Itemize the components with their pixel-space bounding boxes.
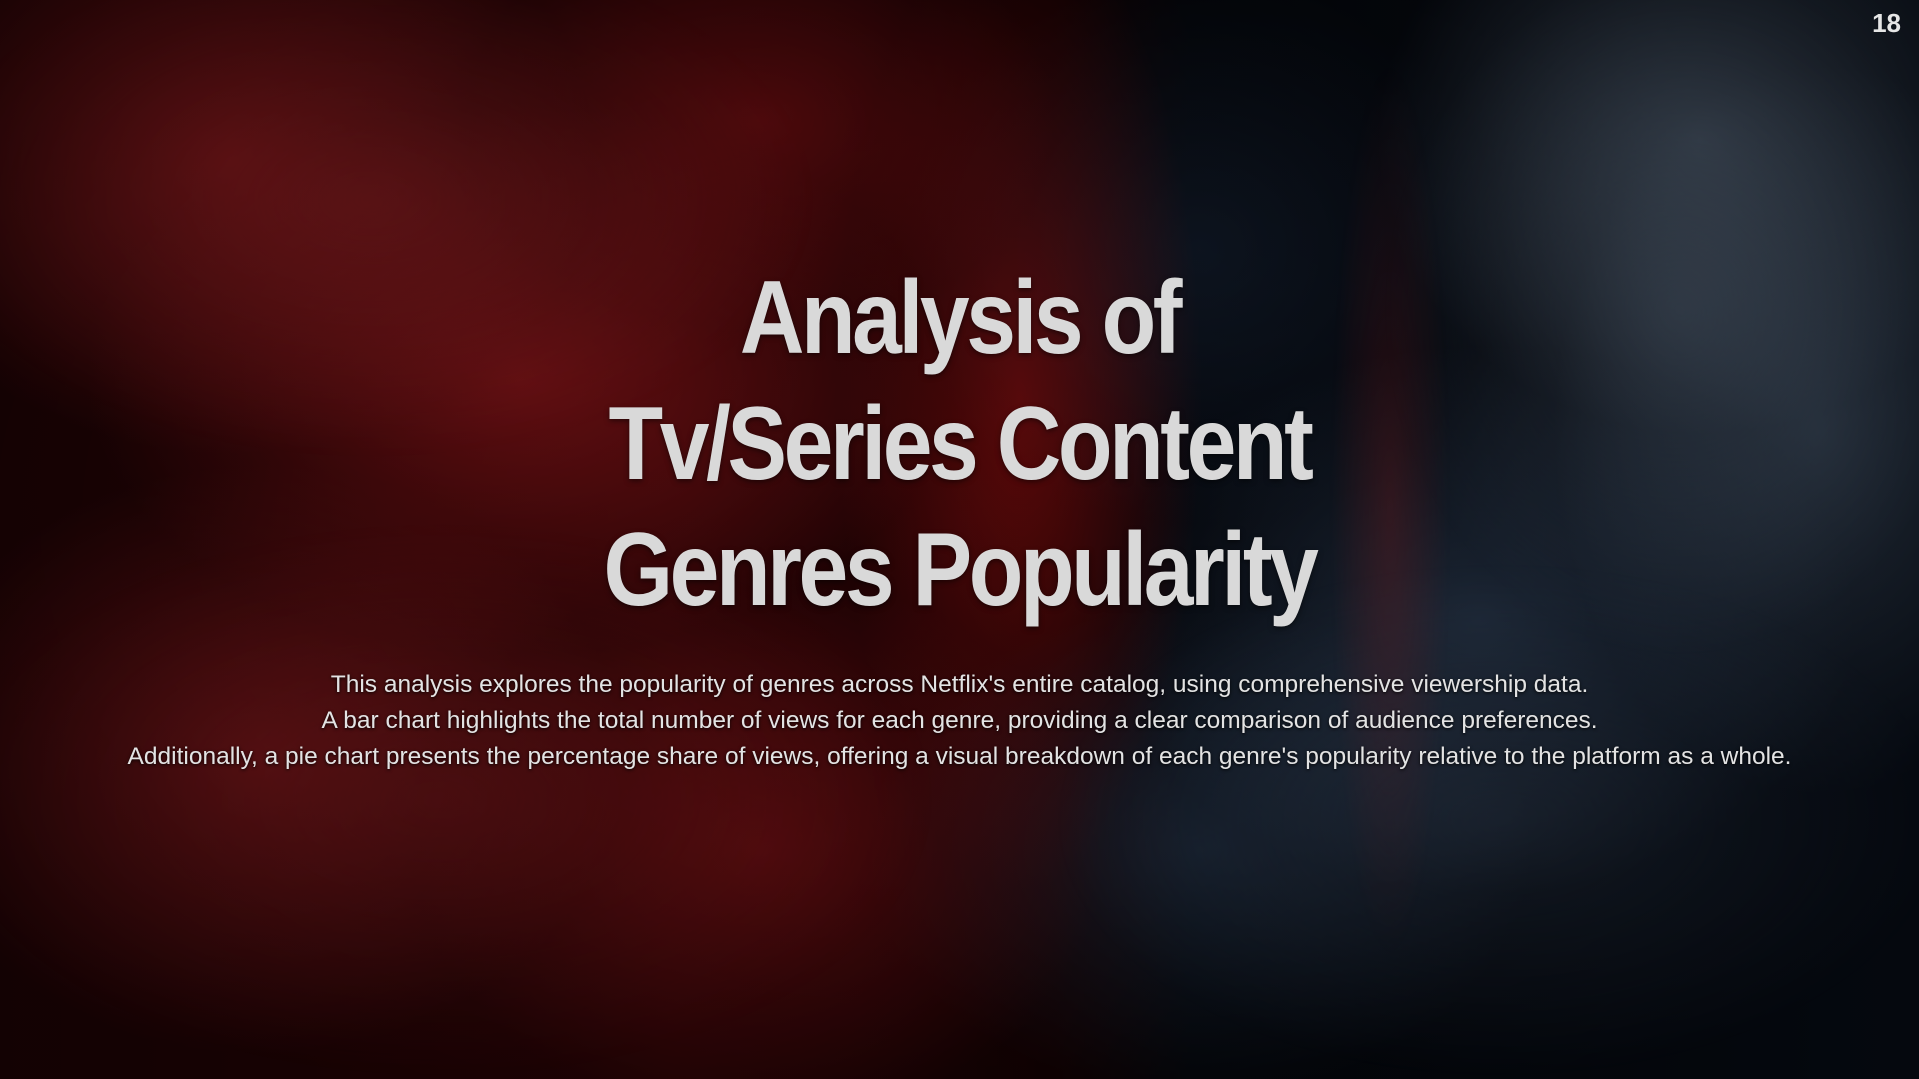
page-number: 18	[1872, 8, 1901, 38]
description-line-1: This analysis explores the popularity of…	[330, 671, 1589, 698]
description-line-2: A bar chart highlights the total number …	[321, 707, 1598, 734]
title-line-1: Analysis of	[739, 260, 1183, 376]
title-line-3: Genres Popularity	[603, 512, 1319, 628]
title-line-2: Tv/Series Content	[608, 386, 1314, 502]
slide-description: This analysis explores the popularity of…	[0, 667, 1919, 775]
description-line-3: Additionally, a pie chart presents the p…	[127, 743, 1792, 770]
slide-title: Analysis of Tv/Series Content Genres Pop…	[0, 255, 1919, 633]
